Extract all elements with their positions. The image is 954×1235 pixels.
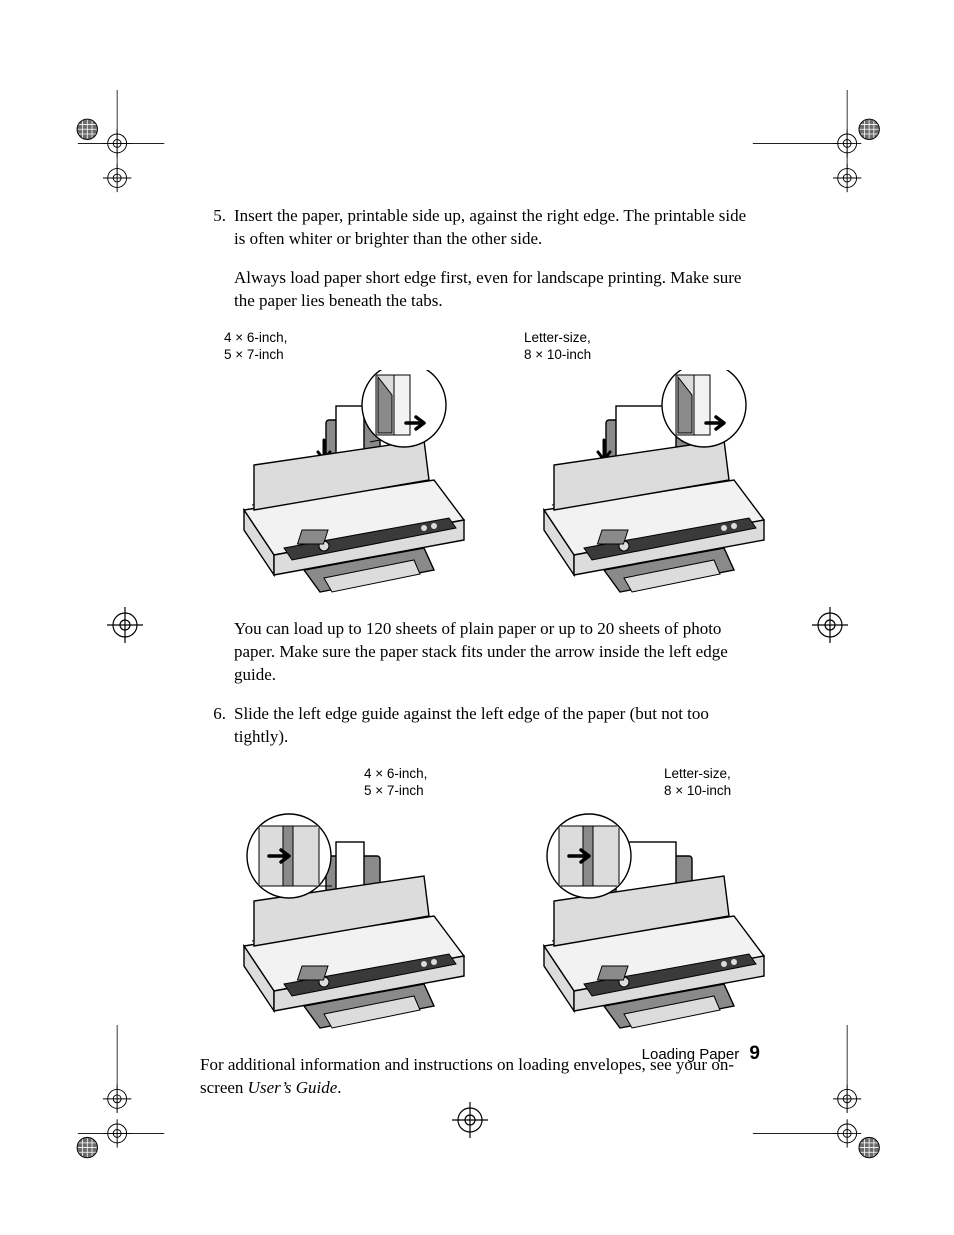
figure-step5-left: 4 × 6-inch, 5 × 7-inch <box>224 329 474 600</box>
content-area: 5. Insert the paper, printable side up, … <box>200 205 760 1117</box>
step-5: 5. Insert the paper, printable side up, … <box>200 205 760 687</box>
regmark-top-right <box>800 80 910 210</box>
figure-caption: Letter-size, 8 × 10-inch <box>664 765 774 800</box>
closing-italic: User’s Guide <box>248 1078 338 1097</box>
step-5-figures: 4 × 6-inch, 5 × 7-inch <box>224 329 760 600</box>
closing-suffix: . <box>337 1078 341 1097</box>
figure-caption: 4 × 6-inch, 5 × 7-inch <box>364 765 474 800</box>
step-5-para-2: Always load paper short edge first, even… <box>234 267 760 313</box>
figure-step6-left: 4 × 6-inch, 5 × 7-inch <box>224 765 474 1036</box>
step-number: 6. <box>200 703 226 726</box>
regmark-top-left <box>70 80 180 210</box>
footer-section: Loading Paper <box>642 1046 740 1063</box>
printer-illustration <box>224 806 474 1036</box>
printer-illustration <box>224 370 474 600</box>
regmark-bottom-right <box>800 1070 910 1200</box>
step-5-para-1: Insert the paper, printable side up, aga… <box>234 205 760 251</box>
figure-step5-right: Letter-size, 8 × 10-inch <box>524 329 774 600</box>
figure-caption: 4 × 6-inch, 5 × 7-inch <box>224 329 474 364</box>
step-6-figures: 4 × 6-inch, 5 × 7-inch <box>224 765 760 1036</box>
printer-illustration <box>524 370 774 600</box>
footer-page-number: 9 <box>749 1043 760 1064</box>
step-6-para-1: Slide the left edge guide against the le… <box>234 703 760 749</box>
page-footer: Loading Paper 9 <box>200 1043 760 1065</box>
step-6: 6. Slide the left edge guide against the… <box>200 703 760 1036</box>
step-5-trailing: You can load up to 120 sheets of plain p… <box>234 618 760 687</box>
printer-illustration <box>524 806 774 1036</box>
page: 5. Insert the paper, printable side up, … <box>0 0 954 1235</box>
regmark-bottom-left <box>70 1070 180 1200</box>
regmark-mid-right <box>800 595 860 655</box>
regmark-mid-left <box>95 595 155 655</box>
step-list: 5. Insert the paper, printable side up, … <box>200 205 760 1036</box>
figure-step6-right: Letter-size, 8 × 10-inch <box>524 765 774 1036</box>
step-number: 5. <box>200 205 226 228</box>
figure-caption: Letter-size, 8 × 10-inch <box>524 329 774 364</box>
